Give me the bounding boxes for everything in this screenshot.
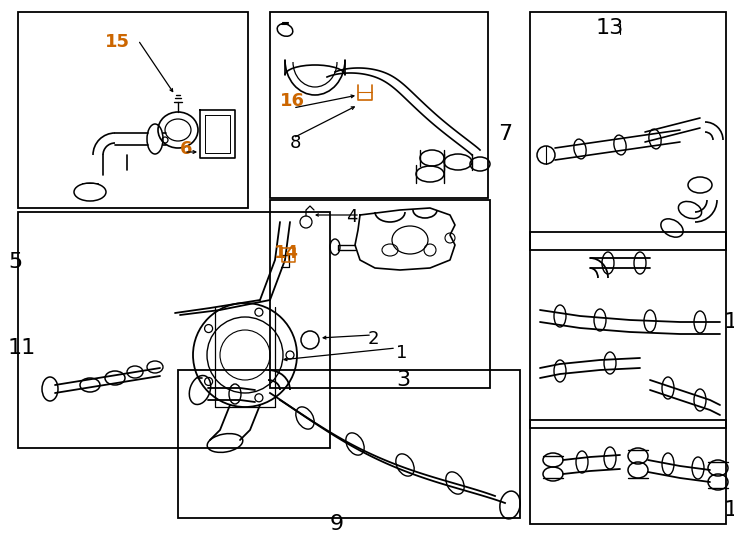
Text: 1: 1 — [396, 344, 407, 362]
Text: 4: 4 — [346, 208, 357, 226]
Text: 12: 12 — [724, 312, 734, 332]
Bar — [530, 12, 726, 250]
Bar — [18, 212, 330, 448]
Text: 6: 6 — [180, 140, 192, 158]
Text: 5: 5 — [8, 252, 22, 272]
Text: 2: 2 — [368, 330, 379, 348]
Bar — [270, 200, 490, 388]
Bar — [270, 12, 488, 198]
Text: 9: 9 — [330, 514, 344, 534]
Text: 14: 14 — [274, 244, 299, 262]
Text: 3: 3 — [396, 370, 410, 390]
Text: 13: 13 — [596, 18, 624, 38]
Bar — [178, 370, 520, 518]
Bar — [18, 12, 248, 208]
Text: 11: 11 — [8, 338, 36, 358]
Text: 8: 8 — [290, 134, 302, 152]
Text: 15: 15 — [105, 33, 130, 51]
Bar — [530, 232, 726, 428]
Bar — [530, 420, 726, 524]
Text: 10: 10 — [724, 500, 734, 520]
Text: 7: 7 — [498, 124, 512, 144]
Text: 16: 16 — [280, 92, 305, 110]
